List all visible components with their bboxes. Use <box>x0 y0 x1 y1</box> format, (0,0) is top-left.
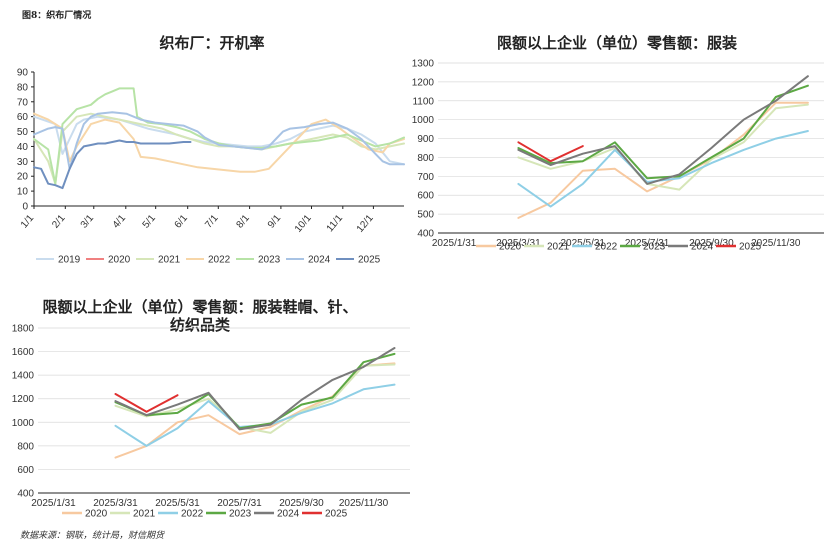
x-tick-label: 2025/5/31 <box>155 498 200 509</box>
y-tick-label: 10 <box>17 187 29 198</box>
series-line-2021 <box>114 363 396 434</box>
x-tick-label: 3/1 <box>79 213 97 231</box>
legend-label-2021: 2021 <box>547 242 570 253</box>
y-tick-label: 900 <box>417 134 434 145</box>
x-tick-label: 2025/11/30 <box>751 238 801 249</box>
y-tick-label: 1000 <box>412 115 435 126</box>
x-tick-label: 2025/3/31 <box>496 238 541 249</box>
x-tick-label: 2025/1/31 <box>432 238 477 249</box>
y-tick-label: 400 <box>417 229 434 240</box>
y-tick-label: 600 <box>17 465 34 476</box>
x-tick-label: 2/1 <box>50 213 68 231</box>
x-tick-label: 9/1 <box>266 213 284 231</box>
legend-label-2022: 2022 <box>181 509 204 520</box>
legend-label-2019: 2019 <box>58 255 81 266</box>
y-tick-label: 70 <box>17 97 29 108</box>
legend-label-2021: 2021 <box>158 255 181 266</box>
y-tick-label: 400 <box>17 489 34 500</box>
y-tick-label: 1200 <box>12 394 35 405</box>
legend-label-2025: 2025 <box>325 509 348 520</box>
y-tick-label: 1400 <box>12 371 35 382</box>
x-tick-label: 4/1 <box>111 213 129 231</box>
series-line-2025 <box>114 393 179 413</box>
apparel-retail-chart: 限额以上企业（单位）零售额：服装 400 500 600 700 800 900 1000 11… <box>412 34 824 253</box>
y-tick-label: 800 <box>417 153 434 164</box>
x-tick-label: 5/1 <box>141 213 159 231</box>
chart-title: 纺织品类 <box>170 316 231 334</box>
x-tick-label: 10/1 <box>293 213 314 235</box>
chart-title: 限额以上企业（单位）零售额：服装 <box>497 34 738 52</box>
legend-label-2024: 2024 <box>308 255 331 266</box>
legend-label-2025: 2025 <box>358 255 381 266</box>
x-tick-label: 2025/3/31 <box>93 498 138 509</box>
legend-label-2020: 2020 <box>499 242 522 253</box>
y-tick-label: 1100 <box>412 96 434 107</box>
x-tick-label: 2025/7/31 <box>625 238 670 249</box>
x-tick-label: 7/1 <box>203 213 221 231</box>
y-tick-label: 1000 <box>12 418 35 429</box>
data-source: 数据来源：钢联，统计局，财信期货 <box>20 531 165 541</box>
x-tick-label: 2025/7/31 <box>217 498 262 509</box>
y-tick-label: 1200 <box>412 77 435 88</box>
y-tick-label: 700 <box>417 172 434 183</box>
x-tick-label: 2025/5/31 <box>561 238 606 249</box>
y-tick-label: 90 <box>17 68 29 79</box>
legend-label-2022: 2022 <box>208 255 231 266</box>
legend-label-2021: 2021 <box>133 509 156 520</box>
loom-utilization-chart: 织布厂：开机率 0 10 20 30 40 50 60 70 80 90 1/1 2/1 3/1 4/1 5/… <box>17 34 405 266</box>
series-line-2023 <box>114 352 396 430</box>
x-tick-label: 6/1 <box>173 213 191 231</box>
series-line-2024 <box>114 347 396 431</box>
legend-label-2025: 2025 <box>739 242 762 253</box>
x-tick-label: 11/1 <box>325 213 346 235</box>
y-tick-label: 1800 <box>12 324 35 335</box>
legend-label-2023: 2023 <box>258 255 281 266</box>
series-line-2019 <box>33 115 405 166</box>
y-tick-label: 1300 <box>412 59 435 70</box>
chart-title: 限额以上企业（单位）零售额：服装鞋帽、针、 <box>42 298 357 316</box>
x-tick-label: 2025/11/30 <box>339 498 389 509</box>
x-tick-label: 1/1 <box>19 213 37 231</box>
y-tick-label: 30 <box>17 157 29 168</box>
legend-label-2023: 2023 <box>643 242 666 253</box>
series-line-2025 <box>517 141 584 163</box>
legend-label-2020: 2020 <box>85 509 108 520</box>
apparel-shoes-textile-retail-chart: 限额以上企业（单位）零售额：服装鞋帽、针、纺织品类 400 600 800 1000 12… <box>12 298 410 520</box>
legend-label-2020: 2020 <box>108 255 131 266</box>
x-tick-label: 2025/1/31 <box>31 498 76 509</box>
y-tick-label: 40 <box>17 142 29 153</box>
y-tick-label: 60 <box>17 112 29 123</box>
series-line-2021 <box>33 112 405 185</box>
series-line-2025 <box>33 139 192 190</box>
y-tick-label: 0 <box>22 202 28 213</box>
series-line-2022 <box>33 112 405 173</box>
figure-label: 图8：织布厂情况 <box>22 11 92 21</box>
x-tick-label: 2025/9/30 <box>689 238 734 249</box>
legend-label-2022: 2022 <box>595 242 618 253</box>
series-line-2024 <box>33 111 405 170</box>
legend-label-2023: 2023 <box>229 509 252 520</box>
chart-title: 织布厂：开机率 <box>159 34 264 52</box>
legend-label-2024: 2024 <box>277 509 300 520</box>
series-line-2021 <box>517 103 809 191</box>
y-tick-label: 80 <box>17 82 29 93</box>
y-tick-label: 500 <box>417 210 434 221</box>
y-tick-label: 600 <box>417 191 434 202</box>
y-tick-label: 800 <box>17 441 34 452</box>
x-tick-label: 2025/9/30 <box>279 498 324 509</box>
y-tick-label: 1600 <box>12 347 35 358</box>
series-line-2023 <box>33 87 405 185</box>
series-line-2024 <box>517 75 809 185</box>
series-line-2023 <box>517 84 809 180</box>
y-tick-label: 50 <box>17 127 29 138</box>
x-tick-label: 8/1 <box>235 213 253 231</box>
x-tick-label: 12/1 <box>355 213 376 235</box>
legend-label-2024: 2024 <box>691 242 714 253</box>
y-tick-label: 20 <box>17 172 29 183</box>
